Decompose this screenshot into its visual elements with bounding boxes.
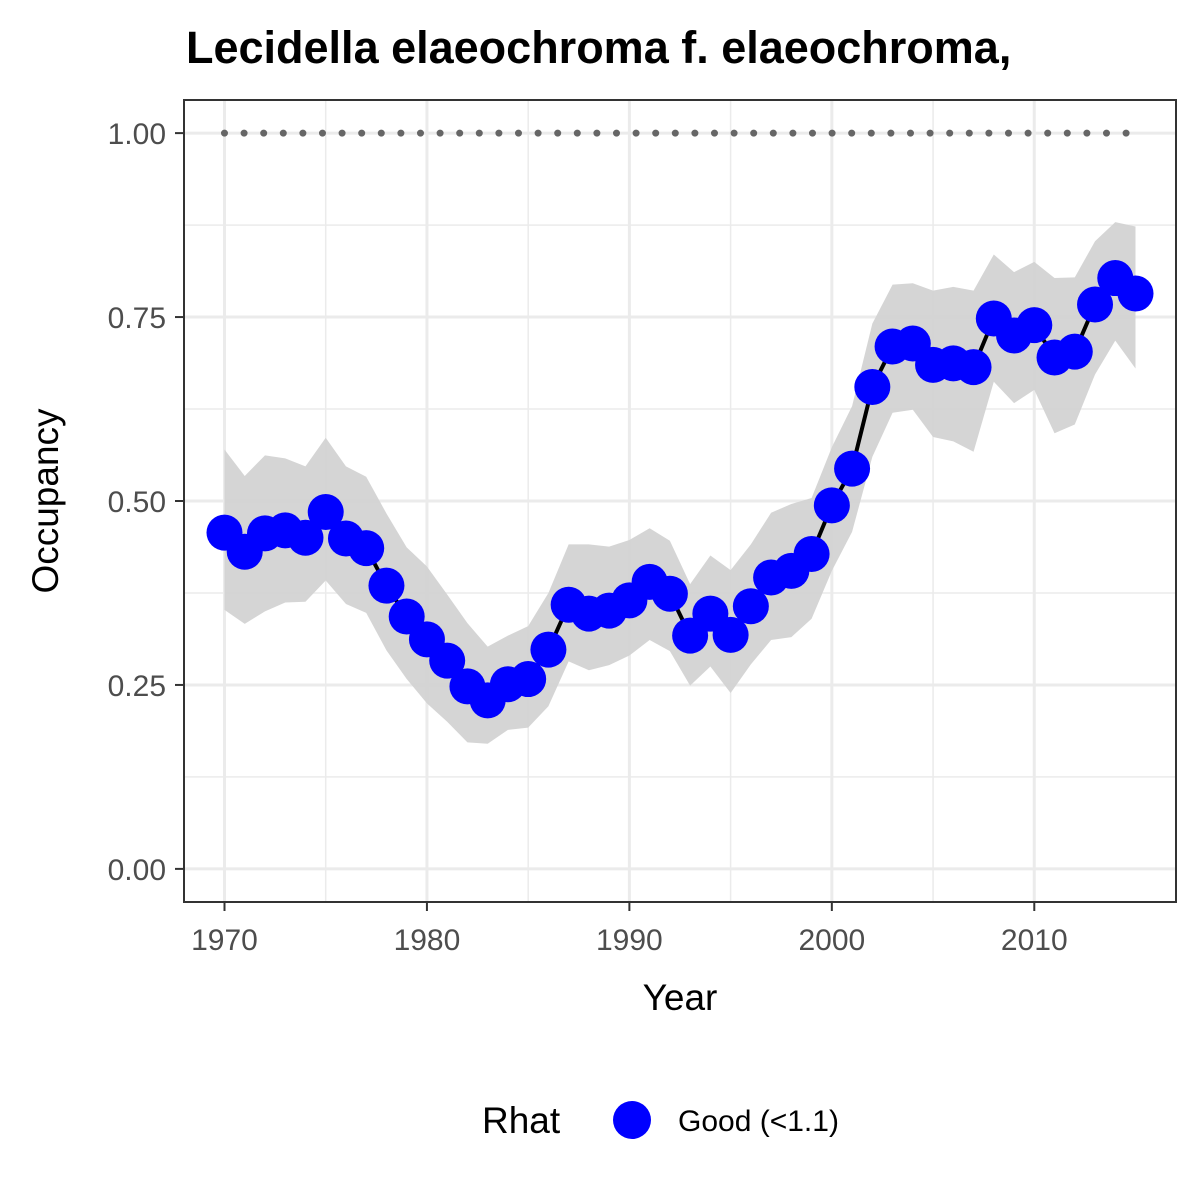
data-point [834, 450, 871, 487]
data-point [429, 642, 466, 679]
data-point [368, 567, 405, 604]
chart-title: Lecidella elaeochroma f. elaeochroma, [186, 22, 1011, 73]
legend-label-good: Good (<1.1) [678, 1105, 839, 1138]
data-point [854, 368, 891, 405]
data-point [510, 661, 547, 698]
y-tick-label: 0.25 [108, 670, 166, 703]
data-point [1077, 286, 1114, 323]
x-tick-label: 2000 [798, 924, 865, 957]
y-tick-labels: 0.00 0.25 0.50 0.75 1.00 [108, 118, 166, 887]
data-point [287, 519, 324, 556]
data-point [307, 494, 344, 531]
x-tick-label: 2010 [1001, 924, 1068, 957]
y-tick-label: 0.75 [108, 302, 166, 335]
axis-ticks [175, 132, 1036, 911]
legend: Rhat Good (<1.1) [482, 1100, 839, 1141]
x-tick-label: 1990 [596, 924, 663, 957]
data-point [1016, 307, 1053, 344]
y-axis-title: Occupancy [25, 408, 66, 594]
data-point [793, 535, 830, 572]
y-tick-label: 0.50 [108, 486, 166, 519]
y-tick-label: 1.00 [108, 118, 166, 151]
data-point [1117, 275, 1154, 312]
grid [184, 100, 1176, 902]
data-point [1056, 333, 1093, 370]
trend-line [223, 276, 1137, 703]
data-point [813, 487, 850, 524]
legend-key-good [613, 1101, 651, 1139]
data-point [651, 575, 688, 612]
data-point [348, 530, 385, 567]
x-tick-labels: 1970 1980 1990 2000 2010 [191, 924, 1068, 957]
x-tick-label: 1980 [394, 924, 461, 957]
data-point [732, 588, 769, 625]
series-line [223, 276, 1137, 703]
x-tick-label: 1970 [191, 924, 258, 957]
data-point [955, 349, 992, 386]
data-points [206, 260, 1154, 719]
y-tick-label: 0.00 [108, 854, 166, 887]
data-point [530, 631, 567, 668]
legend-title: Rhat [482, 1100, 561, 1141]
x-axis-title: Year [643, 977, 718, 1018]
data-point [712, 616, 749, 653]
